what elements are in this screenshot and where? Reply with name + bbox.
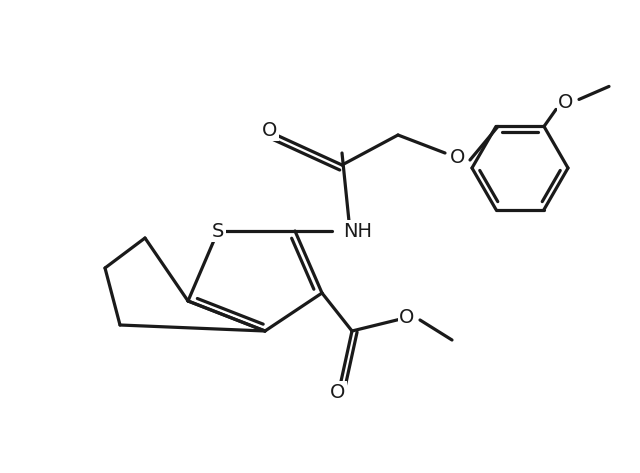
Text: O: O	[399, 307, 415, 326]
Text: O: O	[330, 383, 346, 402]
Text: O: O	[451, 148, 466, 166]
Text: O: O	[558, 93, 573, 112]
Text: S: S	[212, 221, 224, 240]
Text: NH: NH	[344, 221, 372, 240]
Text: O: O	[262, 121, 278, 140]
